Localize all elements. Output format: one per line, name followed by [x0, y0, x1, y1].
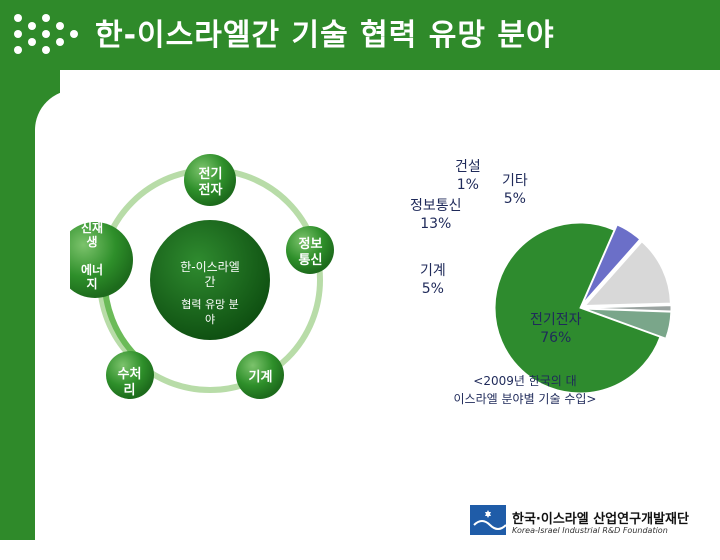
node-bottom-right-label: 기계	[248, 370, 273, 385]
node-left	[70, 222, 133, 298]
node-top-label: 전기 전자	[198, 167, 223, 198]
label-machine: 기계 5%	[420, 263, 446, 297]
pie-slice-ict	[584, 241, 671, 306]
label-construction: 건설 1%	[455, 159, 481, 193]
pie-chart	[494, 222, 672, 394]
page-title: 한-이스라엘간 기술 협력 유망 분야	[95, 18, 555, 53]
pie-slice-machine	[582, 224, 641, 304]
cycle-diagram	[70, 154, 334, 399]
label-ict: 정보통신 13%	[410, 198, 462, 232]
pie-slice-other	[585, 308, 672, 339]
pie-slice-construction	[585, 305, 672, 312]
node-right	[286, 226, 334, 274]
center-line2: 협력 유망 분 야	[181, 298, 239, 326]
label-other: 기타 5%	[502, 173, 528, 207]
node-bottom-right	[236, 351, 284, 399]
foundation-logo-icon	[470, 505, 507, 535]
org-name: 한국·이스라엘 산업연구개발재단	[512, 512, 689, 527]
org-subtitle: Korea-Israel Industrial R&D Foundation	[512, 526, 668, 535]
center-line1: 한-이스라엘 간	[180, 260, 240, 289]
label-electric: 전기전자 76%	[530, 312, 582, 346]
center-circle	[150, 220, 270, 340]
node-bottom-left-label: 수처 리	[117, 367, 142, 398]
header-bar: 한-이스라엘간 기술 협력 유망 분야	[0, 0, 720, 70]
node-top	[184, 154, 236, 206]
node-bottom-left	[106, 351, 154, 399]
dots-logo-icon	[14, 14, 78, 54]
pie-slice-electric	[494, 222, 661, 394]
chart-caption: <2009년 한국의 대 이스라엘 분야별 기술 수입>	[453, 374, 597, 406]
node-left-label: 신재 생 에너 지	[80, 221, 104, 291]
node-right-label: 정보 통신	[298, 237, 323, 268]
